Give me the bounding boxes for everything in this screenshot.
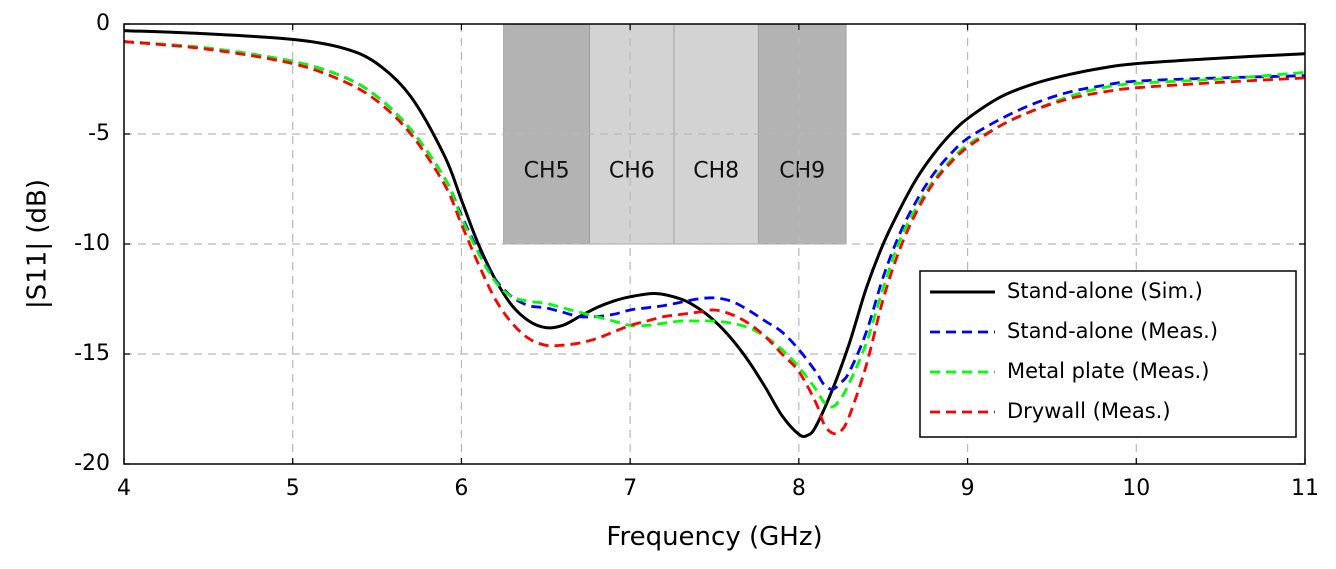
- y-tick-label: -10: [74, 231, 110, 256]
- y-tick-label: -20: [74, 451, 110, 476]
- x-tick-label: 6: [454, 476, 468, 501]
- band-label: CH5: [524, 158, 570, 183]
- y-tick-label: -15: [74, 341, 110, 366]
- legend-label-stand-alone-sim: Stand-alone (Sim.): [1007, 279, 1203, 303]
- legend-label-metal-plate-meas: Metal plate (Meas.): [1007, 359, 1209, 383]
- series-line-drywall-meas: [124, 40, 1305, 436]
- legend-box: [919, 270, 1297, 438]
- y-axis-title: |S11| (dB): [23, 179, 53, 309]
- y-tick-label: -5: [88, 121, 110, 146]
- x-tick-label: 4: [117, 476, 131, 501]
- x-axis-title: Frequency (GHz): [606, 522, 822, 552]
- x-tick-label: 11: [1291, 476, 1319, 501]
- x-tick-label: 5: [286, 476, 300, 501]
- legend: Stand-alone (Sim.) Stand-alone (Meas.) Met…: [919, 270, 1297, 438]
- band-label: CH6: [609, 158, 655, 183]
- y-tick-label: 0: [96, 11, 110, 36]
- series-lines: [124, 29, 1305, 439]
- legend-label-drywall-meas: Drywall (Meas.): [1007, 399, 1171, 423]
- x-tick-label: 8: [792, 476, 806, 501]
- band-label: CH9: [779, 158, 825, 183]
- x-tick-label: 7: [623, 476, 637, 501]
- x-tick-label: 9: [961, 476, 975, 501]
- x-tick-label: 10: [1122, 476, 1150, 501]
- series-line-metal-plate-meas: [124, 40, 1305, 409]
- axis-ticks: 4 5 6 7 8 9 10 11 0 -5 -10 -15 -20: [74, 11, 1319, 501]
- legend-label-stand-alone-meas: Stand-alone (Meas.): [1007, 319, 1218, 343]
- band-label: CH8: [693, 158, 739, 183]
- series-line-stand-alone-sim: [124, 29, 1305, 439]
